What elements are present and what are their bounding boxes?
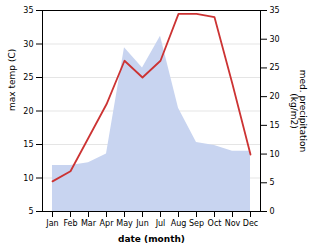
- svg-text:Jun: Jun: [135, 219, 149, 228]
- svg-text:35: 35: [23, 6, 33, 15]
- svg-text:5: 5: [28, 207, 33, 216]
- svg-text:Aug: Aug: [171, 219, 187, 228]
- svg-text:Jul: Jul: [155, 219, 166, 228]
- svg-text:5: 5: [270, 178, 275, 187]
- svg-text:10: 10: [23, 174, 33, 183]
- svg-text:20: 20: [270, 92, 280, 101]
- svg-text:25: 25: [23, 73, 33, 82]
- svg-text:15: 15: [270, 121, 280, 130]
- svg-text:Nov: Nov: [225, 219, 241, 228]
- svg-text:25: 25: [270, 63, 280, 72]
- svg-text:10: 10: [270, 150, 280, 159]
- svg-text:med. precipitation(kg/m2): med. precipitation(kg/m2): [289, 70, 308, 152]
- svg-text:max temp (C): max temp (C): [7, 49, 17, 111]
- svg-text:Dec: Dec: [243, 219, 258, 228]
- svg-text:35: 35: [270, 6, 280, 15]
- svg-text:0: 0: [270, 207, 275, 216]
- svg-text:Apr: Apr: [100, 219, 115, 228]
- svg-text:Feb: Feb: [63, 219, 77, 228]
- svg-text:May: May: [116, 219, 133, 228]
- svg-text:date (month): date (month): [118, 234, 185, 244]
- svg-text:Mar: Mar: [81, 219, 97, 228]
- svg-text:20: 20: [23, 107, 33, 116]
- svg-text:Jan: Jan: [45, 219, 58, 228]
- svg-text:15: 15: [23, 140, 33, 149]
- svg-text:30: 30: [23, 40, 33, 49]
- svg-text:Sep: Sep: [189, 219, 204, 228]
- svg-text:Oct: Oct: [208, 219, 222, 228]
- svg-text:30: 30: [270, 35, 280, 44]
